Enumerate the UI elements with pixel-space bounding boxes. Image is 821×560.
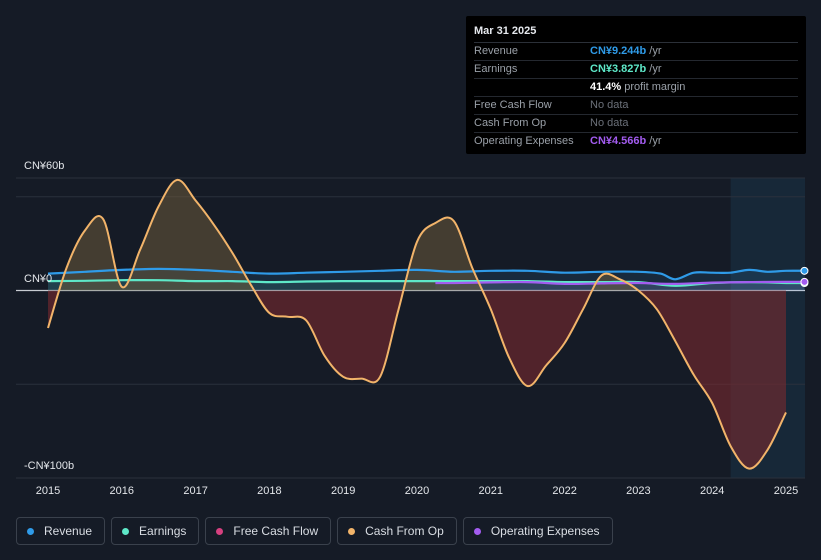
legend-label: Free Cash Flow (233, 524, 319, 538)
revenue-end-marker (800, 266, 809, 275)
tooltip-row: Cash From Op No data (474, 115, 798, 133)
tooltip-row: Revenue CN¥9.244b/yr (474, 43, 798, 61)
operating-expenses-line (435, 280, 805, 286)
legend-item-free-cash-flow[interactable]: Free Cash Flow (205, 517, 332, 545)
tooltip-row-value: No data (590, 117, 629, 129)
y-axis-zero-label: CN¥0 (24, 273, 53, 285)
x-tick-label: 2021 (478, 485, 504, 497)
legend-label: Revenue (44, 524, 93, 538)
x-tick-label: 2023 (626, 485, 651, 497)
tooltip-row-value: No data (590, 99, 629, 111)
tooltip-row-value: CN¥3.827b (590, 63, 647, 75)
data-tooltip: Mar 31 2025 Revenue CN¥9.244b/yr Earnings C… (466, 16, 806, 154)
legend-item-cash-from-op[interactable]: Cash From Op (337, 517, 457, 545)
y-axis-top-label: CN¥60b (24, 160, 65, 172)
x-tick-label: 2020 (404, 485, 430, 497)
tooltip-row-unit: profit margin (624, 81, 686, 93)
x-tick-label: 2017 (183, 485, 208, 497)
x-tick-label: 2022 (552, 485, 577, 497)
cash-from-op-negative-area (48, 290, 786, 469)
tooltip-row-label: Cash From Op (474, 117, 547, 129)
legend-dot-icon (348, 527, 356, 535)
tooltip-row-label: Operating Expenses (474, 135, 574, 147)
legend-item-earnings[interactable]: Earnings (111, 517, 200, 545)
legend-label: Operating Expenses (490, 524, 600, 538)
cash-from-op-line (47, 178, 787, 470)
cash-from-op-positive-area (48, 179, 786, 291)
tooltip-row: Operating Expenses CN¥4.566b/yr (474, 133, 798, 150)
legend-dot-icon (216, 527, 224, 535)
revenue-line (47, 267, 805, 281)
tooltip-row: Earnings CN¥3.827b/yr (474, 61, 798, 79)
x-tick-label: 2016 (109, 485, 135, 497)
y-axis-bottom-label: -CN¥100b (24, 460, 75, 472)
tooltip-row-label (474, 79, 590, 96)
series-end-markers (800, 266, 809, 287)
legend-item-revenue[interactable]: Revenue (16, 517, 106, 545)
legend-label: Cash From Op (365, 524, 444, 538)
tooltip-row-value: 41.4% (590, 81, 622, 93)
tooltip-row-label: Free Cash Flow (474, 99, 552, 111)
legend-item-operating-expenses[interactable]: Operating Expenses (462, 517, 613, 545)
legend-dot-icon (122, 527, 130, 535)
x-tick-label: 2025 (773, 485, 799, 497)
tooltip-row: 41.4% profit margin (474, 79, 798, 97)
tooltip-row-unit: /yr (649, 45, 662, 57)
legend: Revenue Earnings Free Cash Flow Cash From O… (16, 517, 613, 545)
cash-from-op-area (48, 179, 805, 469)
tooltip-row-value: CN¥4.566b (590, 135, 647, 147)
operating-expenses-end-marker (800, 277, 809, 286)
tooltip-row: Free Cash Flow No data (474, 97, 798, 115)
x-tick-label: 2019 (330, 485, 356, 497)
x-tick-label: 2024 (699, 485, 725, 497)
tooltip-date: Mar 31 2025 (474, 24, 798, 43)
tooltip-row-unit: /yr (649, 135, 662, 147)
legend-label: Earnings (139, 524, 187, 538)
legend-dot-icon (473, 527, 481, 535)
tooltip-row-label: Revenue (474, 45, 519, 57)
legend-dot-icon (27, 527, 34, 535)
tooltip-row-unit: /yr (649, 63, 662, 75)
tooltip-row-value: CN¥9.244b (590, 45, 647, 57)
x-tick-label: 2018 (257, 485, 282, 497)
earnings-line (47, 278, 805, 287)
tooltip-row-label: Earnings (474, 63, 518, 75)
x-tick-label: 2015 (35, 485, 61, 497)
series-lines (47, 178, 805, 470)
